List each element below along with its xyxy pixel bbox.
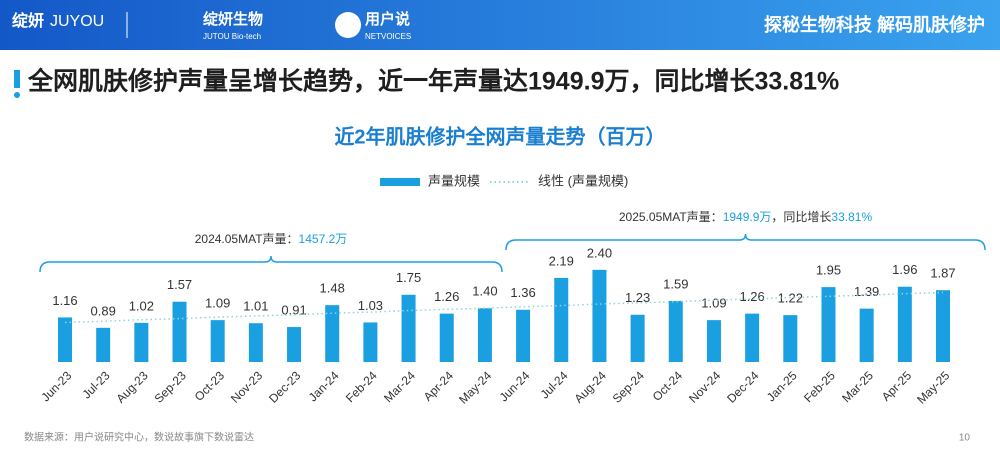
value-label: 0.89 <box>91 303 116 318</box>
value-label: 1.02 <box>129 298 154 313</box>
annotation-growth: 33.81% <box>831 210 872 224</box>
value-label: 1.39 <box>854 284 879 299</box>
brand2-cn: 绽妍生物 <box>203 10 263 28</box>
bar <box>592 269 607 362</box>
value-label: 1.57 <box>167 277 192 292</box>
bar <box>439 313 454 362</box>
annotation: 2025.05MAT声量：1949.9万，同比增长33.81% <box>619 210 873 224</box>
value-label: 1.09 <box>701 296 726 311</box>
bracket <box>39 255 503 273</box>
bar <box>668 300 683 362</box>
partner-en: NETVOICES <box>365 32 411 41</box>
brand-cn: 绽妍 <box>12 11 44 30</box>
bar <box>172 301 187 362</box>
headline-marker-dot <box>14 92 20 98</box>
headline-marker <box>14 70 20 88</box>
brand-en: JUYOU <box>50 13 104 30</box>
bar <box>516 309 531 362</box>
value-label: 1.03 <box>358 298 383 313</box>
bar <box>554 277 569 362</box>
bar <box>287 327 302 362</box>
chart-title: 近2年肌肤修护全网声量走势（百万） <box>334 124 665 148</box>
annotation: 2024.05MAT声量：1457.2万 <box>195 232 348 246</box>
bar <box>936 290 950 362</box>
bar <box>210 320 225 362</box>
annotation-label: 2024.05MAT声量： <box>195 232 299 246</box>
value-label: 1.09 <box>205 296 230 311</box>
header-bar <box>0 0 1000 50</box>
value-label: 0.91 <box>281 302 306 317</box>
value-label: 1.95 <box>816 263 841 278</box>
value-label: 1.36 <box>510 285 535 300</box>
partner-icon <box>335 12 361 38</box>
bar <box>783 315 798 362</box>
bar <box>134 322 149 362</box>
bar <box>630 314 645 362</box>
annotation-label: 2025.05MAT声量： <box>619 210 723 224</box>
bar <box>745 313 760 362</box>
bar <box>477 308 492 362</box>
value-label: 2.40 <box>587 245 612 260</box>
value-label: 1.96 <box>892 262 917 277</box>
tagline: 探秘生物科技 解码肌肤修护 <box>764 14 985 35</box>
annotation-value: 1949.9万 <box>723 210 772 224</box>
value-label: 1.26 <box>739 289 764 304</box>
value-label: 1.59 <box>663 276 688 291</box>
partner-cn: 用户说 <box>365 10 410 28</box>
bar <box>706 320 721 362</box>
legend-label: 声量规模 <box>428 173 480 188</box>
bar <box>96 327 111 362</box>
bar <box>859 308 874 362</box>
legend-label: 线性 (声量规模) <box>538 173 628 188</box>
bar <box>325 305 340 362</box>
value-label: 1.16 <box>52 293 77 308</box>
value-label: 1.23 <box>625 290 650 305</box>
value-label: 1.40 <box>472 284 497 299</box>
value-label: 1.75 <box>396 270 421 285</box>
annotation-mid: ，同比增长 <box>771 210 831 224</box>
value-label: 1.87 <box>930 266 955 281</box>
value-label: 1.48 <box>320 281 345 296</box>
legend-swatch <box>380 178 420 186</box>
value-label: 1.01 <box>243 299 268 314</box>
bar <box>58 317 72 362</box>
bar <box>897 286 912 362</box>
brand2-en: JUTOU Bio-tech <box>203 32 261 41</box>
value-label: 1.26 <box>434 289 459 304</box>
headline: 全网肌肤修护声量呈增长趋势，近一年声量达1949.9万，同比增长33.81% <box>27 67 839 96</box>
value-label: 2.19 <box>549 253 574 268</box>
bar <box>363 322 378 362</box>
bracket <box>505 233 986 251</box>
bar <box>401 294 416 362</box>
bar <box>821 287 836 362</box>
annotation-value: 1457.2万 <box>299 232 348 246</box>
page-number: 10 <box>959 433 971 444</box>
bar <box>248 323 263 362</box>
source: 数据来源：用户说研究中心，数说故事旗下数说雷达 <box>24 431 254 444</box>
